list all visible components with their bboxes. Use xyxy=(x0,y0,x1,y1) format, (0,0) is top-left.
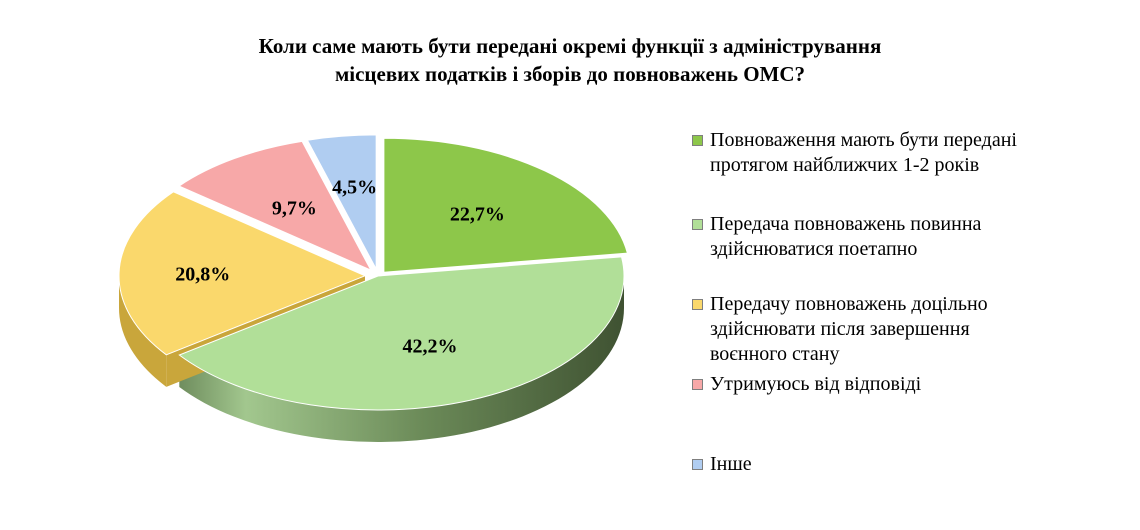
legend-label-3-line-2: здійснювати після завершення xyxy=(710,318,970,340)
chart-title-line-2: місцевих податків і зборів до повноважен… xyxy=(334,62,806,86)
legend-label-3-line-3: воєнного стану xyxy=(710,343,840,365)
legend-label-2-line-2: здійснюватися поетапно xyxy=(710,238,918,260)
pie-slice-2 xyxy=(178,256,625,411)
legend-swatch-3 xyxy=(692,299,703,310)
data-label-4: 9,7% xyxy=(272,198,317,220)
pie-side-3 xyxy=(119,275,167,387)
legend-swatch-1 xyxy=(692,135,703,146)
legend-item-4: Утримуюсь від відповіді xyxy=(692,372,921,397)
legend-swatch-5 xyxy=(692,459,703,470)
data-label-3: 20,8% xyxy=(175,264,230,286)
legend-label-1-line-1: Повноваження мають бути передані xyxy=(710,129,1017,151)
legend-swatch-4 xyxy=(692,379,703,390)
legend-label-1: Повноваження мають бути передані протяго… xyxy=(692,128,1017,178)
legend-label-5-line-1: Інше xyxy=(710,453,752,475)
chart-title-line-1: Коли саме мають бути передані окремі фун… xyxy=(258,34,882,58)
pie-data-labels: 22,7% 42,2% 20,8% 9,7% 4,5% xyxy=(175,177,505,358)
legend-item-5: Інше xyxy=(692,452,752,477)
legend-swatch-2 xyxy=(692,219,703,230)
legend-label-3-line-1: Передачу повноважень доцільно xyxy=(710,293,988,315)
legend-label-2-line-1: Передача повноважень повинна xyxy=(710,213,982,235)
legend-item-2: Передача повноважень повинна здійснювати… xyxy=(692,212,981,262)
pie-side-2 xyxy=(179,276,624,442)
pie-slice-1 xyxy=(383,137,629,273)
legend-item-1: Повноваження мають бути передані протяго… xyxy=(692,128,1017,178)
chart-title: Коли саме мають бути передані окремі фун… xyxy=(0,32,1140,88)
legend-item-3: Передачу повноважень доцільно здійснюват… xyxy=(692,292,988,367)
data-label-5: 4,5% xyxy=(332,177,377,199)
pie-slice-3 xyxy=(118,191,367,356)
legend-label-1-line-2: протягом найближчих 1-2 років xyxy=(710,154,980,176)
legend-label-5: Інше xyxy=(692,452,752,477)
legend-label-3: Передачу повноважень доцільно здійснюват… xyxy=(692,292,988,367)
legend-label-4: Утримуюсь від відповіді xyxy=(692,372,921,397)
pie-slice-5 xyxy=(306,134,377,270)
pie-top-faces xyxy=(118,134,629,411)
legend-label-2: Передача повноважень повинна здійснювати… xyxy=(692,212,981,262)
data-label-2: 42,2% xyxy=(402,335,457,357)
pie-slice-4 xyxy=(178,140,372,272)
data-label-1: 22,7% xyxy=(450,204,505,226)
legend-label-4-line-1: Утримуюсь від відповіді xyxy=(710,373,922,395)
